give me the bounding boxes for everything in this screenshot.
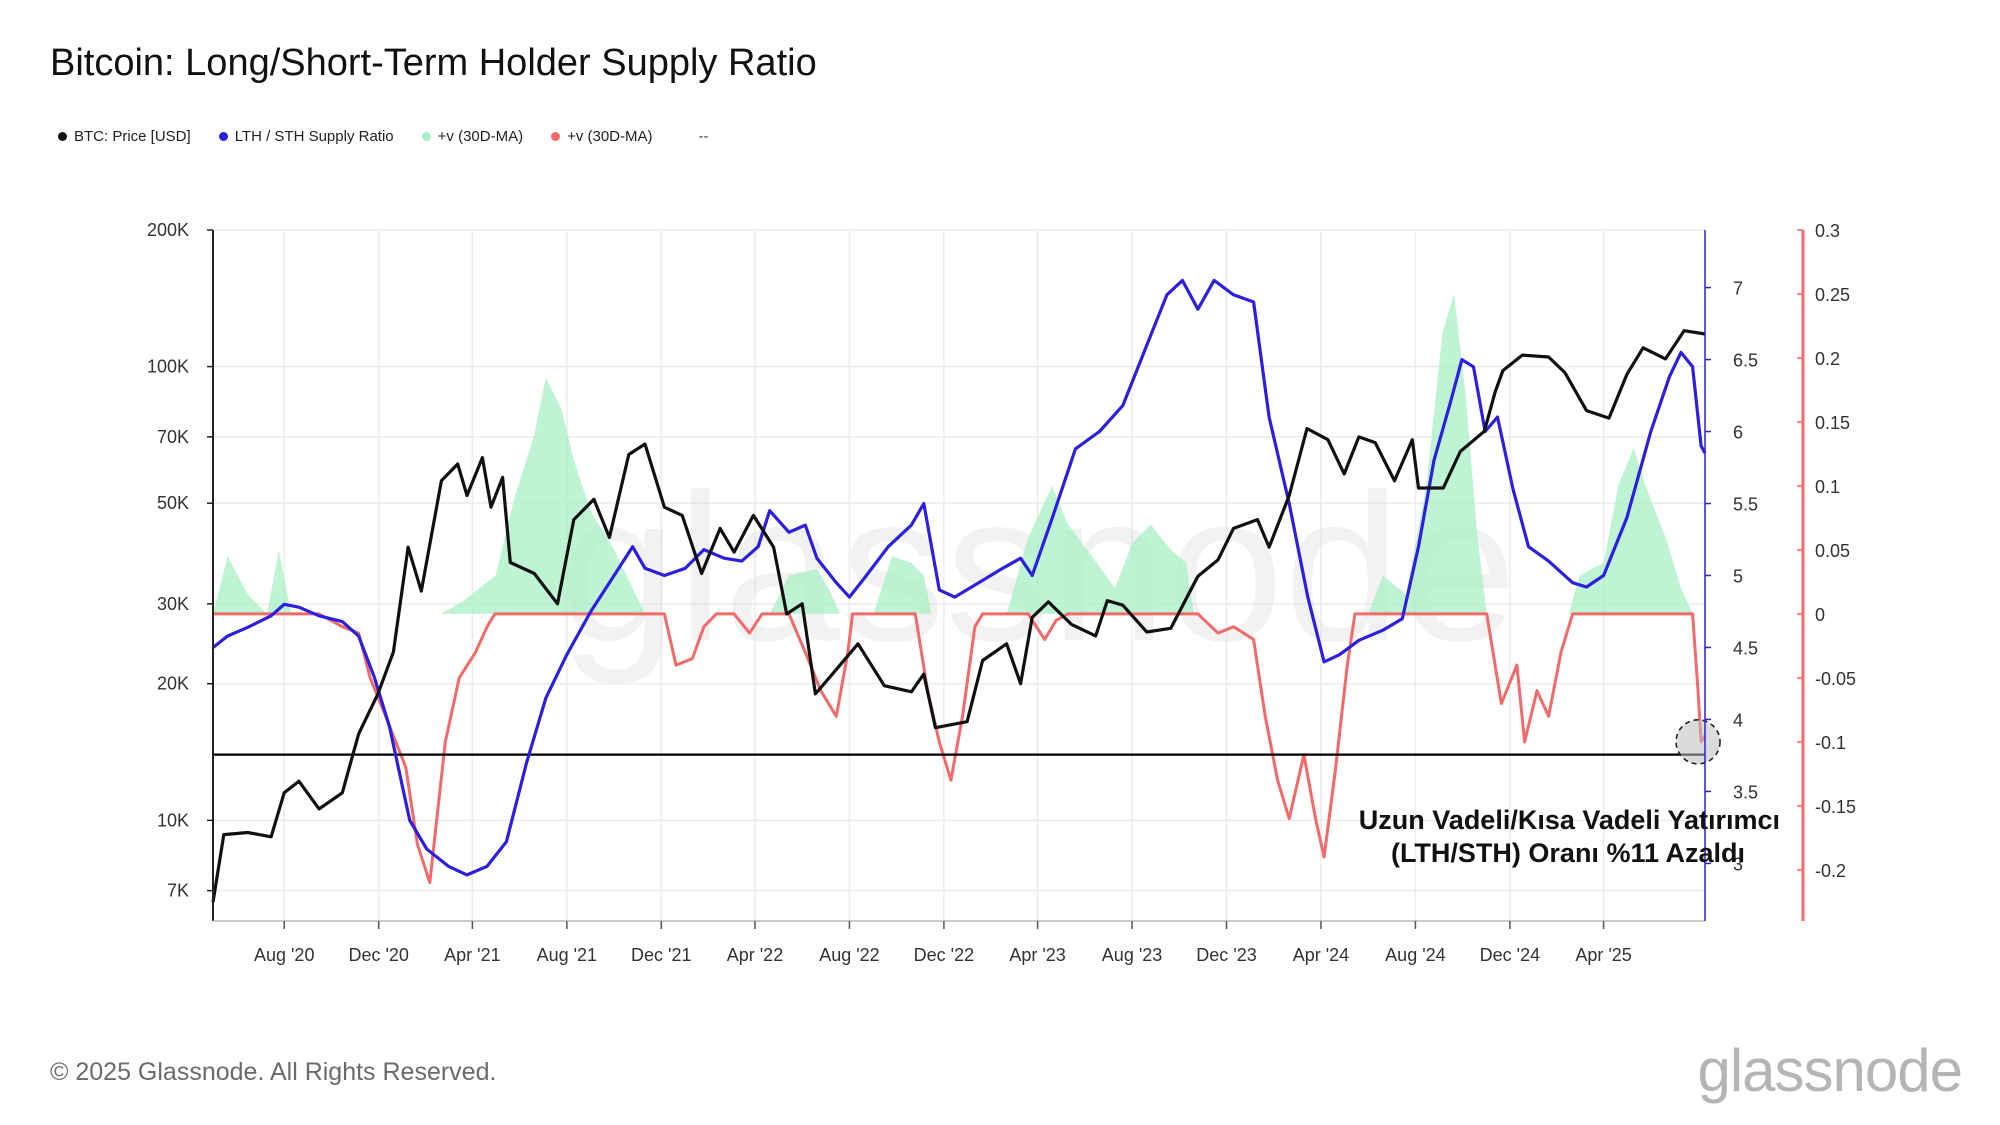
legend-label-lth-sth-ratio: LTH / STH Supply Ratio	[234, 128, 394, 145]
x-tick-label: Dec '24	[1480, 945, 1540, 965]
x-tick-label: Dec '20	[348, 945, 408, 965]
negative-ma-line	[213, 612, 1707, 885]
x-tick-label: Dec '22	[914, 945, 974, 965]
x-tick-label: Apr '22	[727, 945, 783, 965]
y-right-tick-label: 0.1	[1815, 477, 1840, 497]
y-mid-tick-label: 7	[1733, 279, 1743, 299]
x-tick-label: Aug '23	[1102, 945, 1163, 965]
y-left-tick-label: 50K	[157, 493, 189, 513]
x-tick-label: Dec '21	[631, 945, 691, 965]
y-left-tick-label: 20K	[157, 674, 189, 694]
y-right-tick-label: -0.15	[1815, 797, 1856, 817]
legend-item-negative-ma[interactable]: +v (30D-MA)	[551, 128, 653, 145]
y-left-tick-label: 200K	[147, 220, 189, 240]
y-right-tick-label: 0.3	[1815, 221, 1840, 241]
y-mid-tick-label: 5.5	[1733, 495, 1758, 515]
legend-marker-positive-ma	[421, 132, 431, 141]
y-right-tick-label: 0.2	[1815, 349, 1840, 369]
x-tick-label: Apr '25	[1575, 945, 1631, 965]
x-tick-label: Apr '24	[1293, 945, 1349, 965]
positive-ma-area	[213, 294, 1693, 614]
y-right-tick-label: 0	[1815, 605, 1825, 625]
y-right-tick-label: -0.05	[1815, 669, 1856, 689]
legend-extra: --	[698, 128, 709, 145]
copyright-footer: © 2025 Glassnode. All Rights Reserved.	[50, 1058, 497, 1086]
y-mid-tick-label: 4	[1733, 710, 1743, 730]
y-mid-tick-label: 5	[1733, 567, 1743, 587]
x-tick-label: Apr '21	[444, 945, 500, 965]
annotation-line-2: (LTH/STH) Oranı %11 Azaldı	[1391, 838, 1745, 868]
annotation-layer: Uzun Vadeli/Kısa Vadeli Yatırımcı (LTH/S…	[1359, 805, 1780, 868]
y-left-tick-label: 30K	[157, 594, 189, 614]
chart-legend: BTC: Price [USD] LTH / STH Supply Ratio …	[58, 128, 709, 145]
x-tick-label: Aug '22	[819, 945, 880, 965]
y-left-tick-label: 70K	[157, 427, 189, 447]
legend-label-negative-ma: +v (30D-MA)	[567, 128, 653, 145]
legend-marker-lth-sth-ratio	[218, 132, 228, 141]
y-right-tick-label: 0.05	[1815, 541, 1850, 561]
y-mid-tick-label: 3	[1733, 854, 1743, 874]
y-left-tick-label: 7K	[167, 881, 189, 901]
highlight-circle	[1675, 719, 1721, 765]
x-tick-label: Dec '23	[1196, 945, 1256, 965]
y-left-tick-label: 10K	[157, 810, 189, 830]
legend-item-btc-price[interactable]: BTC: Price [USD]	[58, 128, 191, 145]
y-mid-tick-label: 3.5	[1733, 782, 1758, 802]
legend-marker-negative-ma	[551, 132, 561, 141]
x-tick-label: Apr '23	[1009, 945, 1065, 965]
brand-logo: glassnode	[1697, 1037, 1963, 1104]
y-right-tick-label: 0.25	[1815, 285, 1850, 305]
legend-label-btc-price: BTC: Price [USD]	[74, 128, 191, 145]
legend-label-positive-ma: +v (30D-MA)	[437, 128, 524, 145]
y-mid-tick-label: 4.5	[1733, 638, 1758, 658]
series-layer	[211, 278, 1721, 903]
btc-price-line	[211, 329, 1706, 903]
y-mid-tick-label: 6	[1733, 423, 1743, 443]
chart-title: Bitcoin: Long/Short-Term Holder Supply R…	[50, 42, 817, 84]
x-tick-label: Aug '24	[1385, 945, 1446, 965]
annotation-line-1: Uzun Vadeli/Kısa Vadeli Yatırımcı	[1359, 805, 1780, 835]
legend-item-lth-sth-ratio[interactable]: LTH / STH Supply Ratio	[218, 128, 394, 145]
y-left-tick-label: 100K	[147, 357, 189, 377]
y-right-tick-label: -0.1	[1815, 733, 1846, 753]
y-mid-tick-label: 6.5	[1733, 351, 1758, 371]
y-right-tick-label: 0.15	[1815, 413, 1850, 433]
legend-item-positive-ma[interactable]: +v (30D-MA)	[421, 128, 524, 145]
x-tick-label: Aug '20	[254, 945, 315, 965]
axes: 7K 10K 20K 30K 50K 70K 100K 200K 3 3.5 4 4.5 5 5.5 6 6.…	[147, 220, 1856, 965]
y-right-tick-label: -0.2	[1815, 861, 1846, 881]
legend-marker-btc-price	[58, 132, 67, 141]
x-tick-label: Aug '21	[537, 945, 598, 965]
